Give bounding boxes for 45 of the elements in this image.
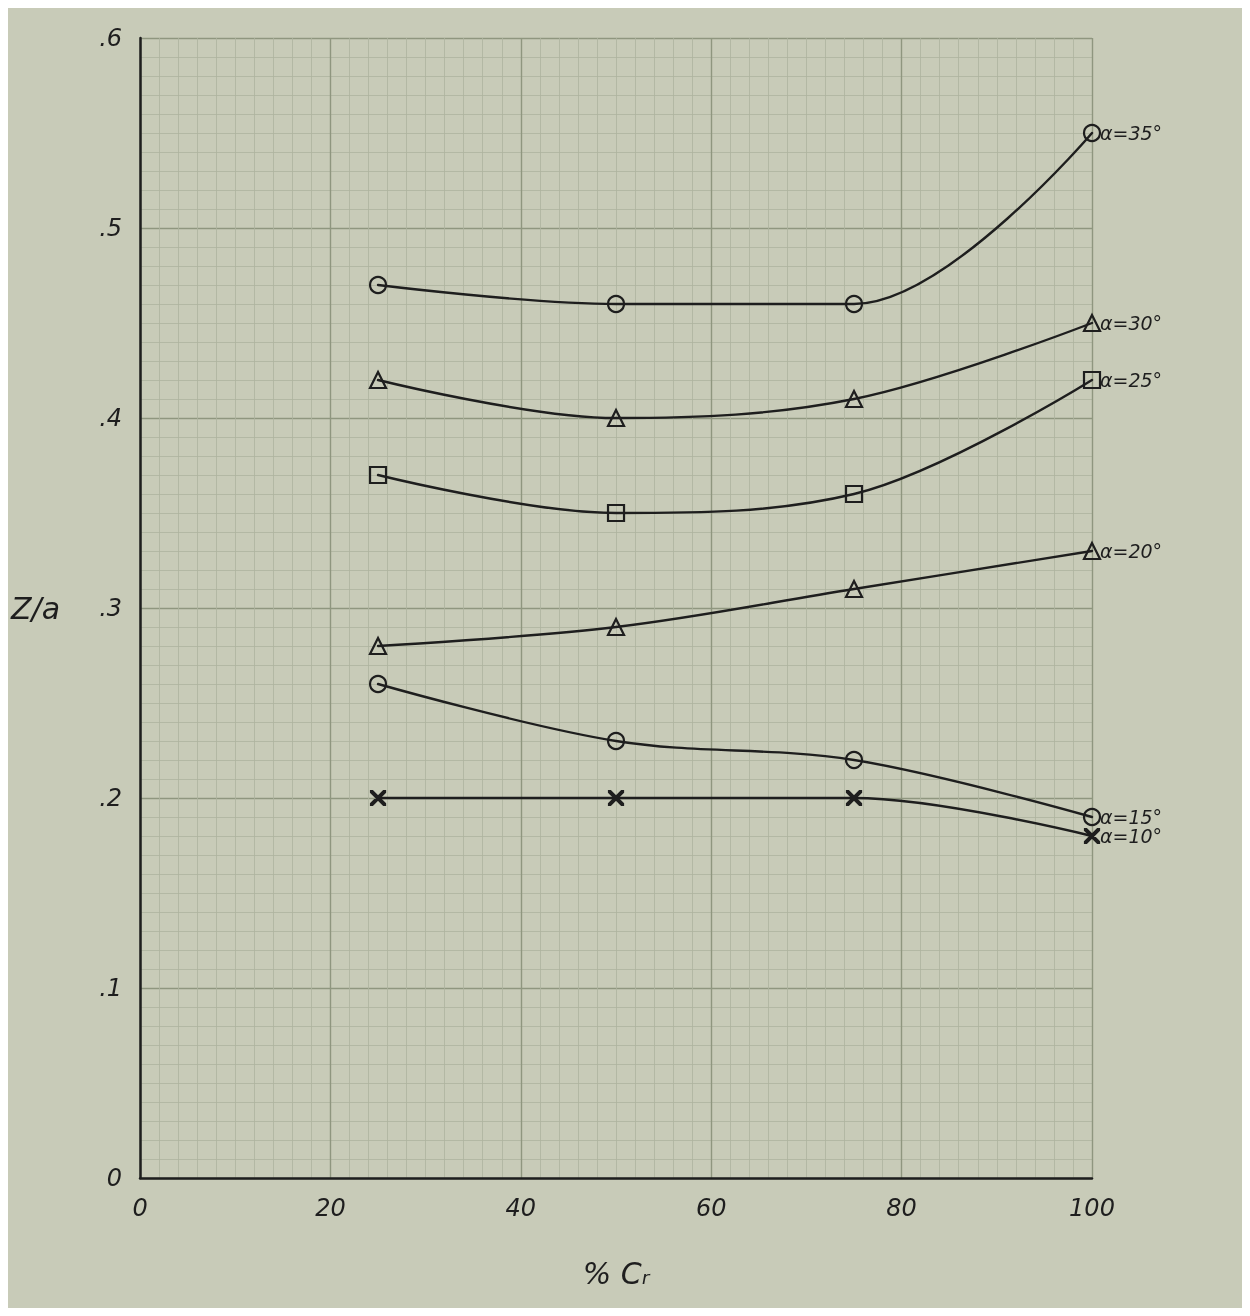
point <box>844 750 864 770</box>
point <box>606 503 626 523</box>
y-tick-label: .6 <box>99 24 123 52</box>
series-label: α=10° <box>1100 825 1163 847</box>
point <box>368 636 388 656</box>
x-tick-label: 80 <box>886 1194 917 1222</box>
series-label: α=35° <box>1100 122 1163 144</box>
series-label: α=25° <box>1100 369 1163 391</box>
point <box>606 731 626 751</box>
point <box>1082 313 1102 333</box>
point <box>606 408 626 428</box>
point <box>606 294 626 314</box>
point <box>606 617 626 637</box>
x-tick-label: 20 <box>315 1194 346 1222</box>
point <box>1083 827 1101 845</box>
x-tick-label: 60 <box>695 1194 727 1222</box>
y-tick-label: .2 <box>99 784 123 812</box>
series-label: α=30° <box>1100 312 1163 334</box>
point <box>1082 370 1102 390</box>
x-axis-title: % Cᵣ <box>582 1255 651 1291</box>
series-label: α=15° <box>1100 806 1163 828</box>
point <box>368 674 388 694</box>
point <box>1082 541 1102 561</box>
x-tick-label: 0 <box>132 1194 148 1222</box>
point <box>844 579 864 599</box>
point <box>1082 807 1102 827</box>
y-tick-label: 0 <box>106 1164 123 1192</box>
point <box>368 370 388 390</box>
point <box>845 789 863 807</box>
x-tick-label: 100 <box>1069 1194 1115 1222</box>
x-tick-label: 40 <box>505 1194 537 1222</box>
point <box>844 484 864 504</box>
y-tick-label: .1 <box>99 974 123 1002</box>
point <box>844 294 864 314</box>
series-label: α=20° <box>1100 540 1163 562</box>
y-tick-label: .3 <box>99 594 123 622</box>
point <box>368 465 388 485</box>
point <box>369 789 387 807</box>
y-tick-label: .4 <box>99 404 123 432</box>
point <box>607 789 625 807</box>
point <box>1082 123 1102 143</box>
point <box>844 389 864 409</box>
point <box>368 275 388 295</box>
y-axis-title: Z/a <box>10 590 61 626</box>
y-tick-label: .5 <box>99 214 123 242</box>
